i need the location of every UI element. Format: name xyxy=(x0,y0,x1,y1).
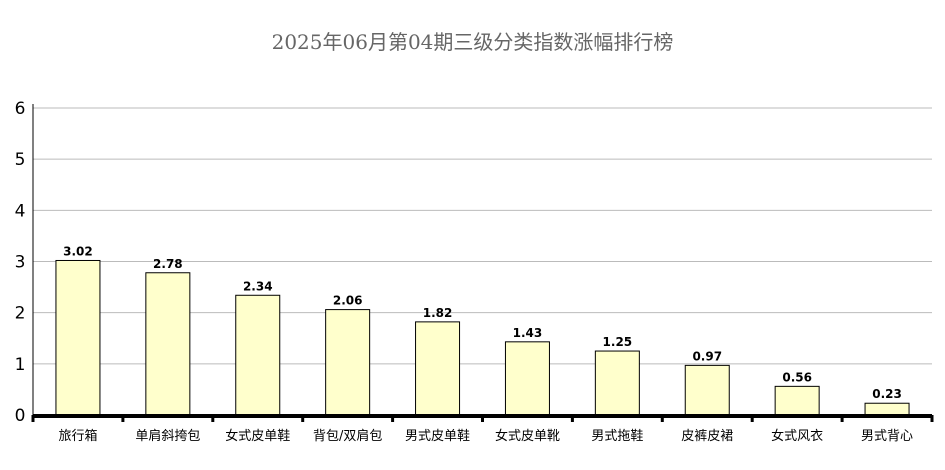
bar xyxy=(55,259,101,416)
data-label: 1.25 xyxy=(603,335,633,349)
data-label: 0.56 xyxy=(782,370,812,384)
y-tick-label: 4 xyxy=(15,201,26,221)
x-tick-label: 单肩斜挎包 xyxy=(135,428,200,444)
data-label: 1.43 xyxy=(513,326,543,340)
data-label: 2.34 xyxy=(243,279,273,293)
bar xyxy=(774,385,820,416)
y-tick-label: 5 xyxy=(15,150,26,170)
x-tick-label: 皮裤皮裙 xyxy=(681,429,733,444)
x-tick-label: 男式皮单鞋 xyxy=(405,428,470,444)
data-label: 1.82 xyxy=(423,306,453,320)
chart-title: 2025年06月第04期三级分类指数涨幅排行榜 xyxy=(271,30,674,54)
bar xyxy=(235,294,281,416)
y-tick-label: 1 xyxy=(15,355,26,375)
data-label: 2.06 xyxy=(333,294,363,308)
x-tick-label: 女式风衣 xyxy=(771,428,823,444)
bar xyxy=(864,402,910,416)
y-tick-label: 0 xyxy=(15,406,26,426)
bar xyxy=(594,350,640,416)
x-tick-label: 背包/双肩包 xyxy=(313,428,382,444)
bar xyxy=(415,321,461,416)
data-label: 2.78 xyxy=(153,257,183,271)
data-label: 0.97 xyxy=(692,349,722,363)
data-label: 3.02 xyxy=(63,244,93,258)
bar xyxy=(145,272,191,416)
bar xyxy=(504,341,550,416)
bar xyxy=(684,364,730,416)
x-tick-label: 女式皮单鞋 xyxy=(225,428,290,444)
x-tick-label: 旅行箱 xyxy=(58,428,97,444)
y-tick-label: 3 xyxy=(15,253,26,273)
bar xyxy=(325,309,371,416)
y-tick-label: 6 xyxy=(15,99,26,119)
x-tick-label: 女式皮单靴 xyxy=(495,428,560,444)
x-tick-label: 男式背心 xyxy=(861,429,913,444)
data-label: 0.23 xyxy=(872,387,902,401)
y-tick-label: 2 xyxy=(15,304,26,324)
x-tick-label: 男式拖鞋 xyxy=(591,428,643,444)
